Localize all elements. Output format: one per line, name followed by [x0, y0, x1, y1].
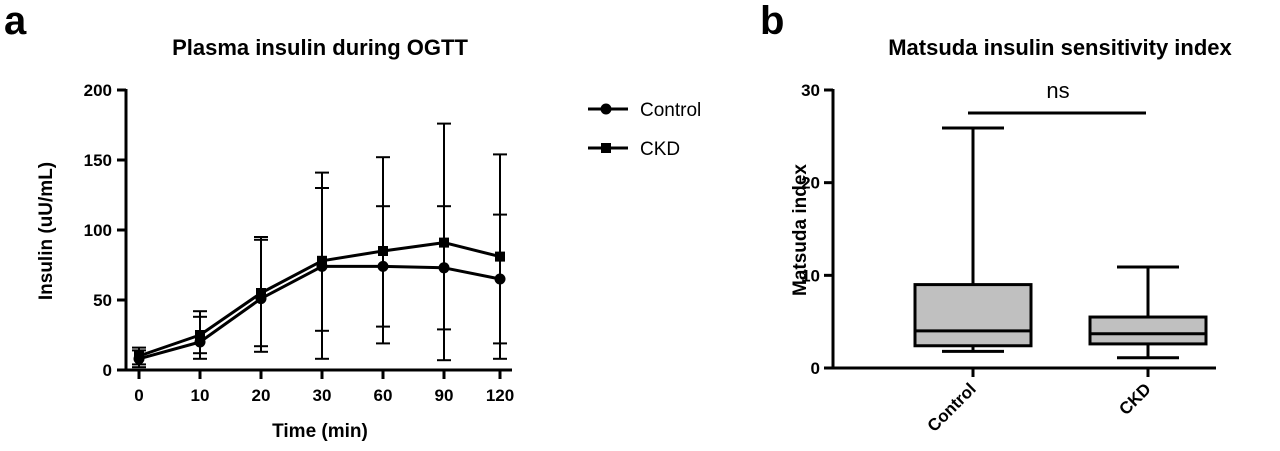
data-point-ckd: [317, 255, 327, 266]
panel-a-title: Plasma insulin during OGTT: [172, 35, 468, 60]
panel-b-x-tick-label: CKD: [1115, 379, 1154, 418]
panel-b-y-tick-label: 30: [801, 81, 820, 100]
panel-a-x-tick-label: 0: [134, 386, 143, 405]
panel-a-y-tick-label: 200: [84, 81, 112, 100]
panel-a-x-tick-label: 90: [435, 386, 454, 405]
significance-label: ns: [1046, 78, 1069, 103]
panel-a-y-tick-label: 150: [84, 151, 112, 170]
panel-a-x-tick-label: 120: [486, 386, 514, 405]
data-point-ckd: [134, 351, 144, 361]
panel-a: a Plasma insulin during OGTT Time (min) …: [4, 0, 701, 442]
panel-b-axes: 0 10 20 30 Control CKD: [801, 81, 1216, 436]
data-point-control: [438, 262, 450, 274]
data-point-ckd: [195, 330, 205, 340]
panel-b-y-tick-label: 10: [801, 266, 820, 285]
panel-b-y-tick-label: 20: [801, 174, 820, 193]
panel-a-x-tick-label: 60: [374, 386, 393, 405]
box-control: [913, 283, 1033, 348]
data-point-ckd: [256, 288, 266, 298]
data-point-control: [494, 273, 506, 285]
panel-b-title: Matsuda insulin sensitivity index: [888, 35, 1232, 60]
data-point-ckd: [378, 246, 388, 256]
panel-a-y-tick-label: 100: [84, 221, 112, 240]
panel-a-y-tick-label: 0: [103, 361, 112, 380]
panel-b: b Matsuda insulin sensitivity index Mats…: [760, 0, 1233, 436]
legend-control-marker: [600, 103, 612, 115]
panel-a-letter: a: [4, 0, 27, 43]
panel-b-x-tick-label: Control: [924, 379, 980, 435]
panel-a-x-axis-label: Time (min): [272, 421, 368, 442]
panel-a-x-tick-label: 30: [313, 386, 332, 405]
panel-a-legend: Control CKD: [588, 100, 701, 160]
box-ckd: [1088, 315, 1208, 346]
series-line-control: [138, 264, 501, 361]
panel-a-axes: 0 50 100 150 200 0 10 20 30 60 90 120: [84, 81, 515, 405]
panel-b-y-tick-label: 0: [811, 359, 820, 378]
panel-b-letter: b: [760, 0, 784, 43]
panel-a-x-tick-label: 20: [252, 386, 271, 405]
panel-b-boxes: [913, 126, 1208, 360]
panel-a-x-tick-label: 10: [191, 386, 210, 405]
legend-ckd-label: CKD: [640, 139, 680, 160]
data-point-control: [377, 260, 389, 272]
data-point-ckd: [495, 251, 505, 262]
legend-control-label: Control: [640, 100, 701, 121]
panel-a-y-axis-label: Insulin (uU/mL): [36, 162, 57, 300]
panel-a-markers: [133, 237, 506, 365]
panel-a-y-tick-label: 50: [93, 291, 112, 310]
panel-b-y-axis-label: Matsuda index: [790, 164, 811, 296]
legend-ckd-marker: [601, 143, 611, 153]
data-point-ckd: [439, 237, 449, 248]
